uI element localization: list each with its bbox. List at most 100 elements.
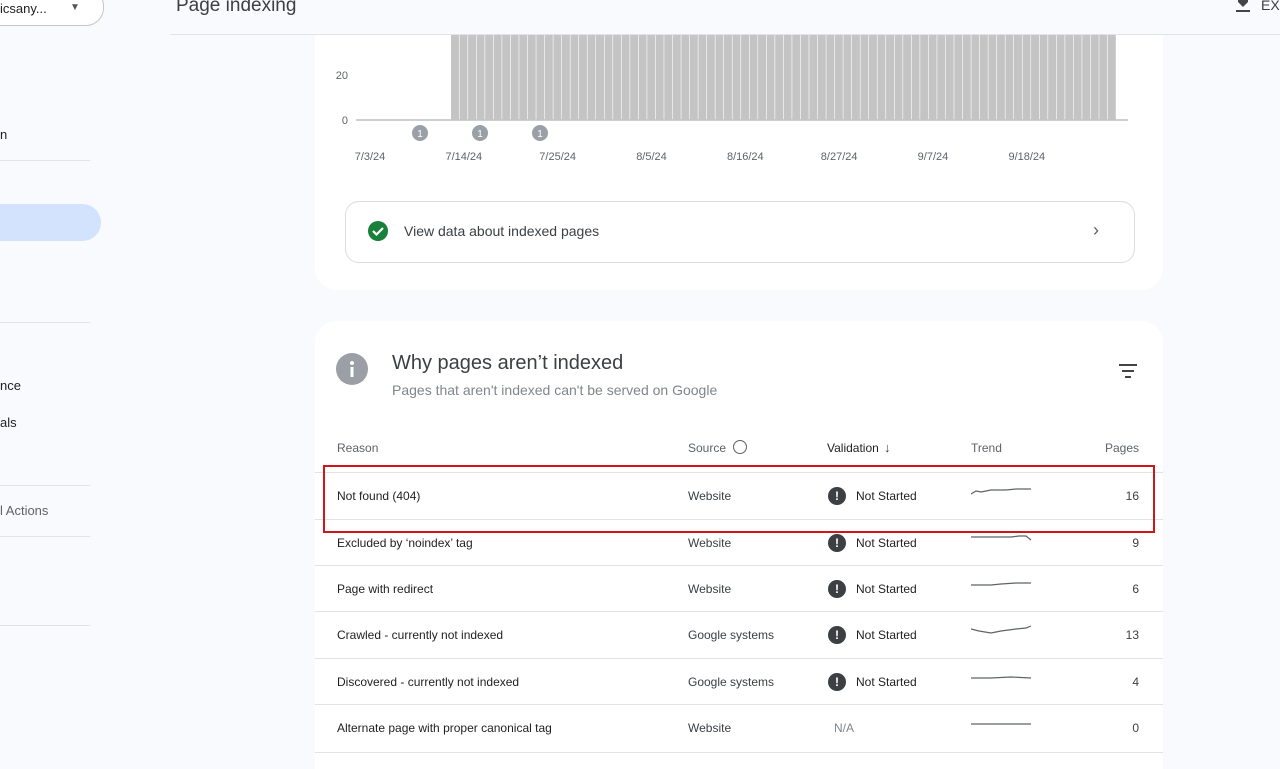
- bar: [1031, 30, 1040, 120]
- page-title: Page indexing: [176, 0, 297, 16]
- bar: [630, 30, 639, 120]
- property-name: icsany...: [0, 1, 47, 16]
- x-tick-label: 8/16/24: [727, 151, 764, 163]
- bar: [1056, 30, 1065, 120]
- bar: [723, 30, 732, 120]
- row-divider: [315, 704, 1163, 705]
- bar: [502, 30, 511, 120]
- section-subtitle: Pages that aren't indexed can't be serve…: [392, 382, 718, 398]
- bar: [775, 30, 784, 120]
- property-selector[interactable]: [0, 0, 104, 26]
- divider: [0, 536, 90, 537]
- status-icon: !: [828, 487, 846, 505]
- bar: [937, 30, 946, 120]
- nav-active[interactable]: [0, 204, 101, 241]
- y-tick-label: 20: [336, 70, 348, 82]
- trend-sparkline: [971, 676, 1032, 679]
- bar: [766, 30, 775, 120]
- annotation-marker: [532, 125, 548, 141]
- bar: [689, 30, 698, 120]
- bar: [988, 30, 997, 120]
- filter-icon[interactable]: [1119, 364, 1137, 378]
- bar: [493, 30, 502, 120]
- pages: 6: [1132, 582, 1139, 596]
- bar: [570, 30, 579, 120]
- x-tick-label: 8/5/24: [636, 151, 667, 163]
- column-header[interactable]: Validation: [827, 441, 879, 455]
- reason[interactable]: Discovered - currently not indexed: [337, 675, 520, 689]
- trend-line: [971, 488, 1031, 495]
- status-icon: !: [828, 534, 846, 552]
- bar: [672, 30, 681, 120]
- trend-sparkline: [971, 723, 1031, 725]
- bar: [783, 30, 792, 120]
- reason[interactable]: Alternate page with proper canonical tag: [337, 721, 552, 735]
- bar: [1090, 30, 1099, 120]
- annotation-label: 1: [417, 129, 423, 140]
- validation: Not Started: [856, 675, 917, 689]
- bar: [877, 30, 886, 120]
- bar: [587, 30, 596, 120]
- bar: [451, 30, 459, 120]
- bar: [954, 30, 963, 120]
- bar: [553, 30, 562, 120]
- bar: [655, 30, 664, 120]
- indexed-link[interactable]: [345, 201, 1135, 263]
- trend-sparkline: [971, 582, 1031, 586]
- nav-item[interactable]: l Actions: [0, 503, 49, 518]
- status-icon: !: [828, 673, 846, 691]
- bar: [1099, 30, 1108, 120]
- bar: [826, 30, 835, 120]
- pages: 9: [1132, 536, 1139, 550]
- bar: [1073, 30, 1082, 120]
- bar: [903, 30, 912, 120]
- nav-item[interactable]: n: [0, 127, 8, 142]
- bar: [1005, 30, 1014, 120]
- annotation-label: 1: [477, 129, 483, 140]
- bar: [1039, 30, 1048, 120]
- export-button[interactable]: EX: [1261, 0, 1280, 13]
- pages: 4: [1132, 675, 1139, 689]
- bar: [536, 30, 545, 120]
- row-divider: [315, 519, 1163, 520]
- bar: [621, 30, 630, 120]
- bar: [996, 30, 1005, 120]
- reason[interactable]: Not found (404): [337, 489, 421, 503]
- nav-item[interactable]: als: [0, 415, 17, 430]
- trend-sparkline: [971, 625, 1032, 634]
- trend-sparkline: [971, 488, 1031, 495]
- source: Website: [688, 721, 732, 735]
- bar: [800, 30, 809, 120]
- check-icon: [368, 221, 388, 241]
- trend-line: [971, 582, 1031, 586]
- source: Google systems: [688, 628, 775, 642]
- column-header: Reason: [337, 441, 379, 455]
- x-tick-label: 7/14/24: [445, 151, 482, 163]
- reason[interactable]: Excluded by ‘noindex’ tag: [337, 536, 473, 550]
- bar: [596, 30, 604, 120]
- bar: [578, 30, 587, 120]
- annotation-marker: [472, 125, 488, 141]
- x-tick-label: 9/7/24: [918, 151, 949, 163]
- bar: [715, 30, 724, 120]
- bar: [869, 30, 877, 120]
- validation: Not Started: [856, 582, 917, 596]
- bar: [741, 30, 749, 120]
- link-text: View data about indexed pages: [404, 223, 600, 239]
- info-icon: [336, 353, 368, 385]
- reason[interactable]: Page with redirect: [337, 582, 434, 596]
- bar: [485, 30, 494, 120]
- annotation-label: 1: [537, 129, 543, 140]
- x-tick-label: 9/18/24: [1008, 151, 1045, 163]
- reason[interactable]: Crawled - currently not indexed: [337, 628, 504, 642]
- trend-line: [971, 535, 1032, 541]
- download-icon[interactable]: [1235, 0, 1251, 14]
- nav-item[interactable]: nce: [0, 378, 21, 393]
- bar: [604, 30, 613, 120]
- bar: [860, 30, 869, 120]
- x-tick-label: 7/3/24: [355, 151, 386, 163]
- y-tick-label: 0: [342, 115, 348, 127]
- sort-arrow: ↓: [884, 440, 891, 455]
- highlight-box: [323, 465, 1155, 533]
